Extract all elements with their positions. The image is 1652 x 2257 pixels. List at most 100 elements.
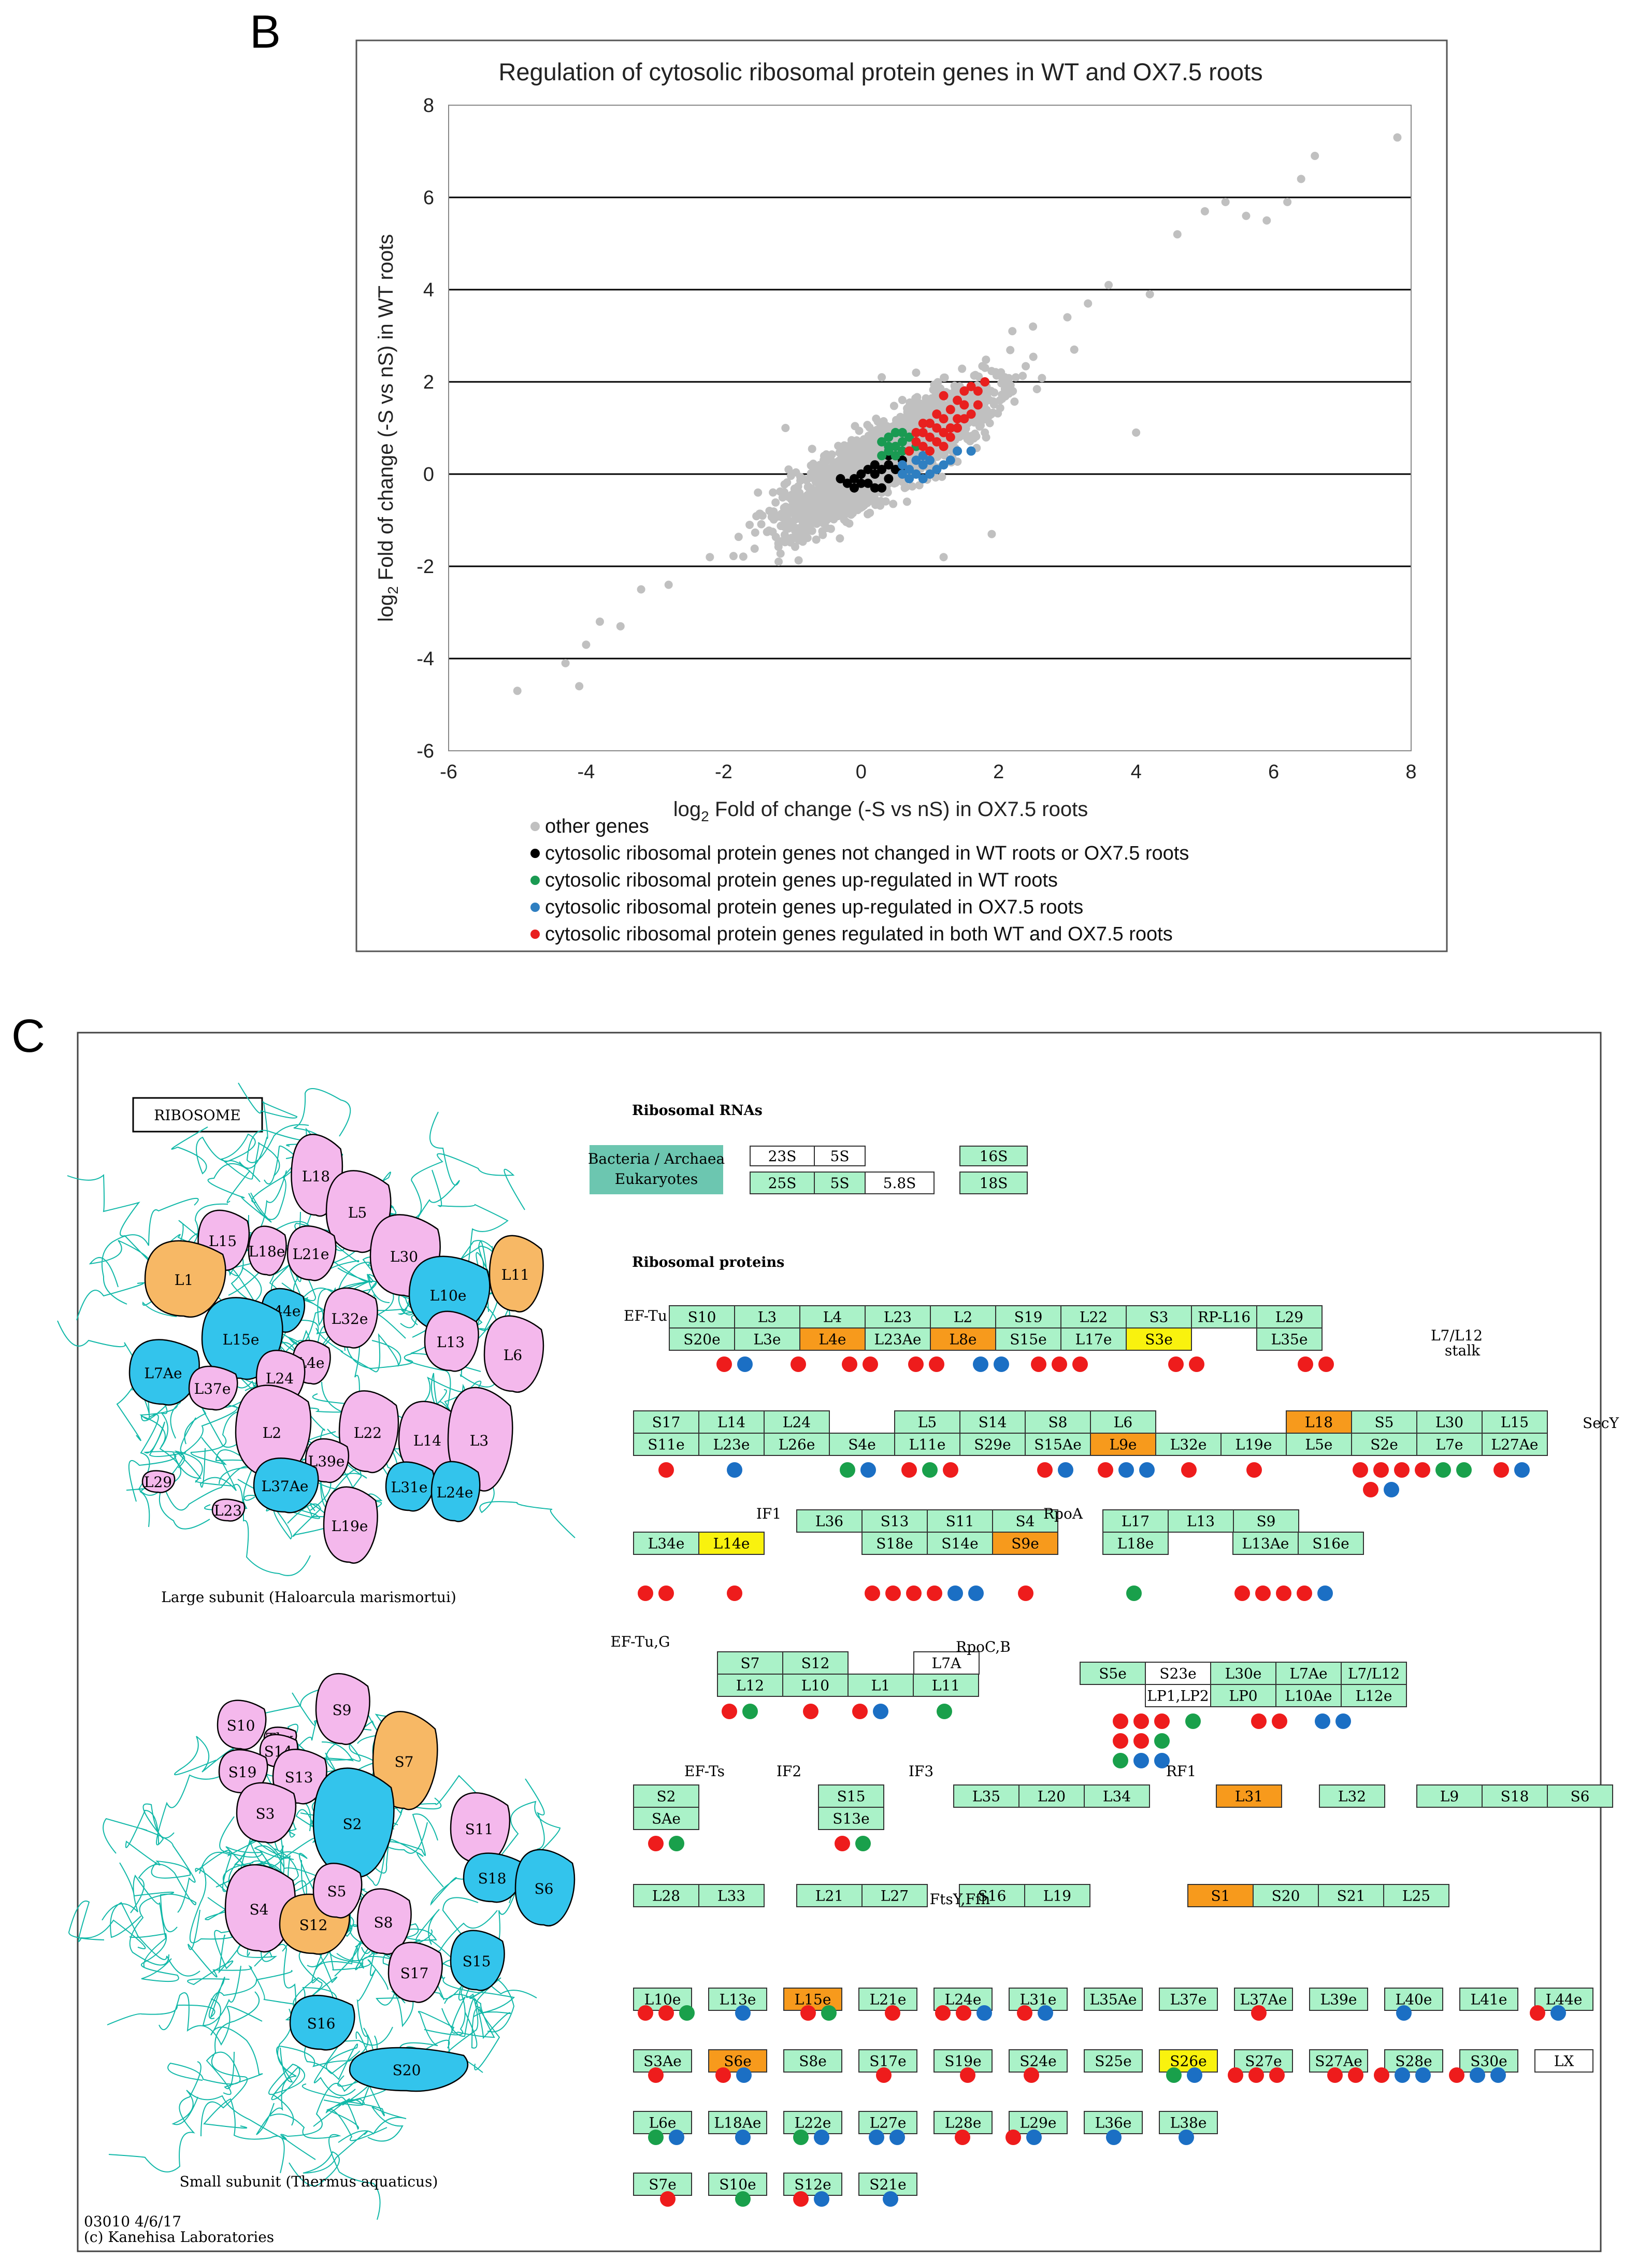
small-7-blob bbox=[236, 1782, 297, 1844]
protein-label: L13 bbox=[1187, 1513, 1215, 1530]
point-other-genes bbox=[765, 506, 774, 515]
small-9-blob bbox=[450, 1792, 511, 1864]
protein-label: L35Ae bbox=[1089, 1991, 1137, 2008]
expression-dot bbox=[803, 1704, 818, 1719]
legend-marker bbox=[530, 849, 540, 858]
expression-dot bbox=[885, 2005, 900, 2021]
side-label: IF3 bbox=[909, 1763, 933, 1780]
protein-label: L32e bbox=[1170, 1436, 1207, 1453]
y-tick-label: -2 bbox=[416, 556, 434, 578]
data-point bbox=[973, 386, 983, 396]
expression-dot bbox=[658, 1462, 674, 1478]
point-other-genes bbox=[822, 497, 830, 506]
x-tick-label: 2 bbox=[993, 761, 1004, 783]
point-other-genes bbox=[818, 515, 827, 524]
protein-label: L4e bbox=[819, 1331, 846, 1348]
expression-dot bbox=[1234, 1585, 1250, 1601]
point-other-genes bbox=[784, 465, 793, 474]
footer-line1: 03010 4/6/17 bbox=[84, 2213, 181, 2230]
point-other-genes bbox=[971, 370, 980, 379]
protein-box bbox=[633, 1532, 699, 1555]
data-point bbox=[918, 419, 928, 428]
point-other-genes bbox=[892, 420, 900, 428]
protein-box bbox=[1191, 1305, 1257, 1329]
protein-label: L5 bbox=[918, 1414, 937, 1431]
protein-box bbox=[992, 1532, 1058, 1555]
point-other-genes bbox=[844, 470, 853, 479]
small-18-blob bbox=[289, 1995, 355, 2051]
ribosomal-protein-grid: S10 L3 L4 L23 L2 S19 L22 S3 RP-L16 L29 S20e L3e L4e L… bbox=[610, 1305, 1619, 2207]
protein-box bbox=[1309, 1988, 1368, 2011]
point-other-genes bbox=[873, 417, 882, 426]
protein-box bbox=[933, 2049, 993, 2073]
protein-label: L28e bbox=[945, 2115, 982, 2132]
point-other-genes bbox=[786, 472, 795, 480]
point-other-genes bbox=[818, 531, 827, 539]
expression-dot bbox=[793, 2130, 809, 2145]
side-label: FtsY,Ffh bbox=[930, 1891, 990, 1908]
protein-box bbox=[783, 2049, 842, 2073]
side-label: stalk bbox=[1445, 1342, 1481, 1359]
data-point bbox=[959, 400, 969, 410]
point-other-genes bbox=[1029, 352, 1038, 361]
protein-box bbox=[913, 1674, 979, 1697]
expression-dot bbox=[885, 1585, 901, 1601]
data-point bbox=[987, 530, 996, 538]
protein-box bbox=[633, 2049, 692, 2073]
large-18-blob bbox=[235, 1384, 312, 1479]
expression-dot bbox=[669, 1836, 684, 1851]
x-tick-label: 8 bbox=[1405, 761, 1416, 783]
protein-label: L17 bbox=[1122, 1513, 1150, 1530]
protein-label: L22 bbox=[1080, 1309, 1108, 1326]
protein-label: L21 bbox=[815, 1888, 843, 1905]
protein-label: L31 bbox=[1235, 1788, 1263, 1805]
expression-dot bbox=[876, 2067, 892, 2083]
point-other-genes bbox=[798, 530, 807, 539]
protein-label: L13Ae bbox=[1242, 1535, 1289, 1552]
expression-dot bbox=[735, 2005, 751, 2021]
expression-dot bbox=[956, 2005, 971, 2021]
expression-dot bbox=[842, 1356, 857, 1372]
expression-dot bbox=[1550, 2005, 1566, 2021]
protein-box bbox=[1060, 1305, 1127, 1329]
protein-label: L19e bbox=[1236, 1436, 1272, 1453]
large-27-label: L23 bbox=[214, 1502, 242, 1519]
expression-dot bbox=[973, 1356, 988, 1372]
small-14-label: S5 bbox=[327, 1883, 347, 1900]
protein-label: L24e bbox=[945, 1991, 982, 2008]
expression-dot bbox=[943, 1462, 958, 1478]
large-13-blob bbox=[483, 1315, 544, 1393]
point-other-genes bbox=[915, 481, 924, 490]
point-other-genes bbox=[1006, 346, 1015, 354]
protein-label: L13e bbox=[720, 1991, 756, 2008]
point-other-genes bbox=[845, 441, 854, 450]
protein-label: L4 bbox=[823, 1309, 842, 1326]
protein-box bbox=[783, 2173, 842, 2196]
small-7-label: S3 bbox=[256, 1805, 275, 1822]
protein-box bbox=[717, 1674, 783, 1697]
protein-box bbox=[1234, 1988, 1293, 2011]
data-point bbox=[850, 474, 859, 483]
point-other-genes bbox=[915, 406, 924, 415]
point-other-genes bbox=[982, 355, 990, 364]
data-point bbox=[1008, 327, 1017, 336]
protein-label: L32 bbox=[1338, 1788, 1366, 1805]
chart-legend: other genes cytosolic ribosomal protein g… bbox=[530, 816, 1189, 945]
protein-label: S3e bbox=[1145, 1331, 1173, 1348]
data-point bbox=[884, 460, 894, 470]
protein-box bbox=[894, 1410, 960, 1434]
data-point bbox=[945, 455, 955, 465]
expression-dot bbox=[742, 1704, 758, 1719]
protein-label: RP-L16 bbox=[1198, 1309, 1251, 1326]
protein-label: L30 bbox=[1435, 1414, 1463, 1431]
protein-label: L7Ae bbox=[1289, 1665, 1327, 1682]
large-27-blob bbox=[211, 1498, 246, 1522]
side-label: EF-Tu bbox=[624, 1307, 667, 1324]
data-point bbox=[966, 409, 976, 419]
protein-label: L31e bbox=[1020, 1991, 1057, 2008]
point-other-genes bbox=[808, 445, 816, 453]
protein-label: LP1,LP2 bbox=[1147, 1688, 1209, 1705]
protein-label: S7e bbox=[649, 2176, 677, 2193]
data-point bbox=[897, 460, 907, 470]
